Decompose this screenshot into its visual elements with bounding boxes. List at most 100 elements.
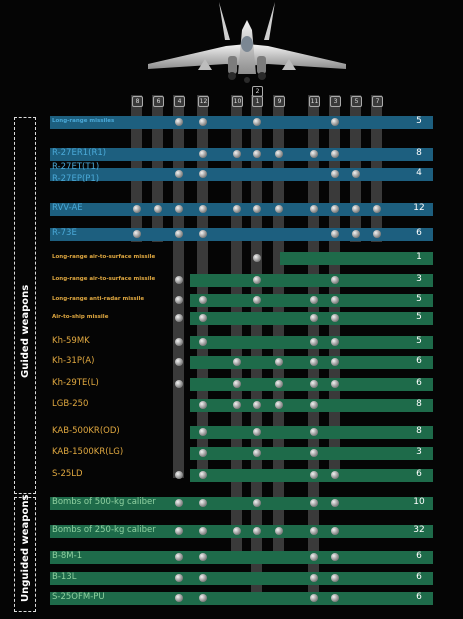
munition-icon <box>232 150 241 158</box>
munition-icon <box>174 205 183 213</box>
hardpoint-column <box>173 95 184 478</box>
hardpoint-number: 9 <box>274 96 285 107</box>
unguided-weapons-label: Unguided weapons <box>20 494 31 602</box>
munition-icon <box>309 380 318 388</box>
munition-icon <box>309 594 318 602</box>
munition-icon <box>198 553 207 561</box>
weapon-count: 6 <box>416 356 422 366</box>
weapon-count: 1 <box>416 252 422 262</box>
munition-icon <box>198 527 207 535</box>
weapon-row-band <box>50 592 433 605</box>
hardpoint-number: 11 <box>309 96 320 107</box>
munition-icon <box>330 314 339 322</box>
munition-icon <box>309 205 318 213</box>
weapon-count: 6 <box>416 572 422 582</box>
munition-icon <box>174 574 183 582</box>
weapon-name: R-27EP(P1) <box>52 174 100 184</box>
munition-icon <box>330 118 339 126</box>
weapon-count: 8 <box>416 148 422 158</box>
munition-icon <box>174 296 183 304</box>
munition-icon <box>330 527 339 535</box>
weapon-name: Long-range anti-radar missile <box>52 296 145 302</box>
munition-icon <box>132 230 141 238</box>
hardpoint-number: 8 <box>132 96 143 107</box>
munition-icon <box>174 499 183 507</box>
munition-icon <box>232 358 241 366</box>
munition-icon <box>330 499 339 507</box>
munition-icon <box>309 314 318 322</box>
weapon-row-band <box>190 274 433 287</box>
munition-icon <box>330 594 339 602</box>
munition-icon <box>330 276 339 284</box>
hardpoint-number: 7 <box>372 96 383 107</box>
munition-icon <box>232 401 241 409</box>
munition-icon <box>198 449 207 457</box>
munition-icon <box>330 205 339 213</box>
weapon-name: R-27ER1(R1) <box>52 148 107 158</box>
munition-icon <box>274 527 283 535</box>
weapon-row-band <box>50 551 433 564</box>
munition-icon <box>198 499 207 507</box>
munition-icon <box>252 401 261 409</box>
munition-icon <box>174 380 183 388</box>
munition-icon <box>309 428 318 436</box>
munition-icon <box>330 358 339 366</box>
hardpoint-number: 2 <box>252 86 263 97</box>
munition-icon <box>198 296 207 304</box>
munition-icon <box>330 230 339 238</box>
weapon-name: R-73E <box>52 228 77 238</box>
weapon-count: 5 <box>416 312 422 322</box>
weapon-name: Kh-29TE(L) <box>52 378 99 388</box>
weapon-row-band <box>280 252 433 265</box>
munition-icon <box>330 471 339 479</box>
hardpoint-number: 12 <box>198 96 209 107</box>
weapon-count: 5 <box>416 294 422 304</box>
munition-icon <box>232 205 241 213</box>
weapon-name: RVV-AE <box>52 203 83 213</box>
hardpoint-number: 4 <box>174 96 185 107</box>
munition-icon <box>309 527 318 535</box>
munition-icon <box>252 449 261 457</box>
munition-icon <box>309 296 318 304</box>
munition-icon <box>252 205 261 213</box>
munition-icon <box>309 338 318 346</box>
munition-icon <box>198 401 207 409</box>
weapon-row-band <box>50 148 433 161</box>
munition-icon <box>252 118 261 126</box>
munition-icon <box>351 230 360 238</box>
weapon-count: 3 <box>416 447 422 457</box>
munition-icon <box>252 499 261 507</box>
weapon-count: 8 <box>416 399 422 409</box>
weapon-name: LGB-250 <box>52 399 89 409</box>
munition-icon <box>274 205 283 213</box>
munition-icon <box>153 205 162 213</box>
weapon-name: S-25LD <box>52 469 83 479</box>
munition-icon <box>309 471 318 479</box>
munition-icon <box>309 150 318 158</box>
weapon-name: R-27ET(T1) <box>52 162 100 172</box>
munition-icon <box>351 205 360 213</box>
weapon-name: Bombs of 250-kg caliber <box>52 525 156 535</box>
munition-icon <box>330 170 339 178</box>
munition-icon <box>174 276 183 284</box>
weapon-name: B-13L <box>52 572 77 582</box>
weapon-count: 32 <box>413 525 425 535</box>
munition-icon <box>198 574 207 582</box>
weapon-name: Bombs of 500-kg caliber <box>52 497 156 507</box>
guided-weapons-label: Guided weapons <box>20 284 31 378</box>
munition-icon <box>252 527 261 535</box>
munition-icon <box>174 314 183 322</box>
munition-icon <box>174 118 183 126</box>
munition-icon <box>174 471 183 479</box>
munition-icon <box>198 428 207 436</box>
weapon-name: Long-range air-to-surface missile <box>52 276 156 282</box>
munition-icon <box>198 230 207 238</box>
munition-icon <box>274 358 283 366</box>
munition-icon <box>174 553 183 561</box>
munition-icon <box>198 170 207 178</box>
weapon-row-band <box>50 168 433 181</box>
munition-icon <box>351 170 360 178</box>
weapon-count: 6 <box>416 469 422 479</box>
munition-icon <box>252 428 261 436</box>
weapon-name: Kh-31P(A) <box>52 356 95 366</box>
